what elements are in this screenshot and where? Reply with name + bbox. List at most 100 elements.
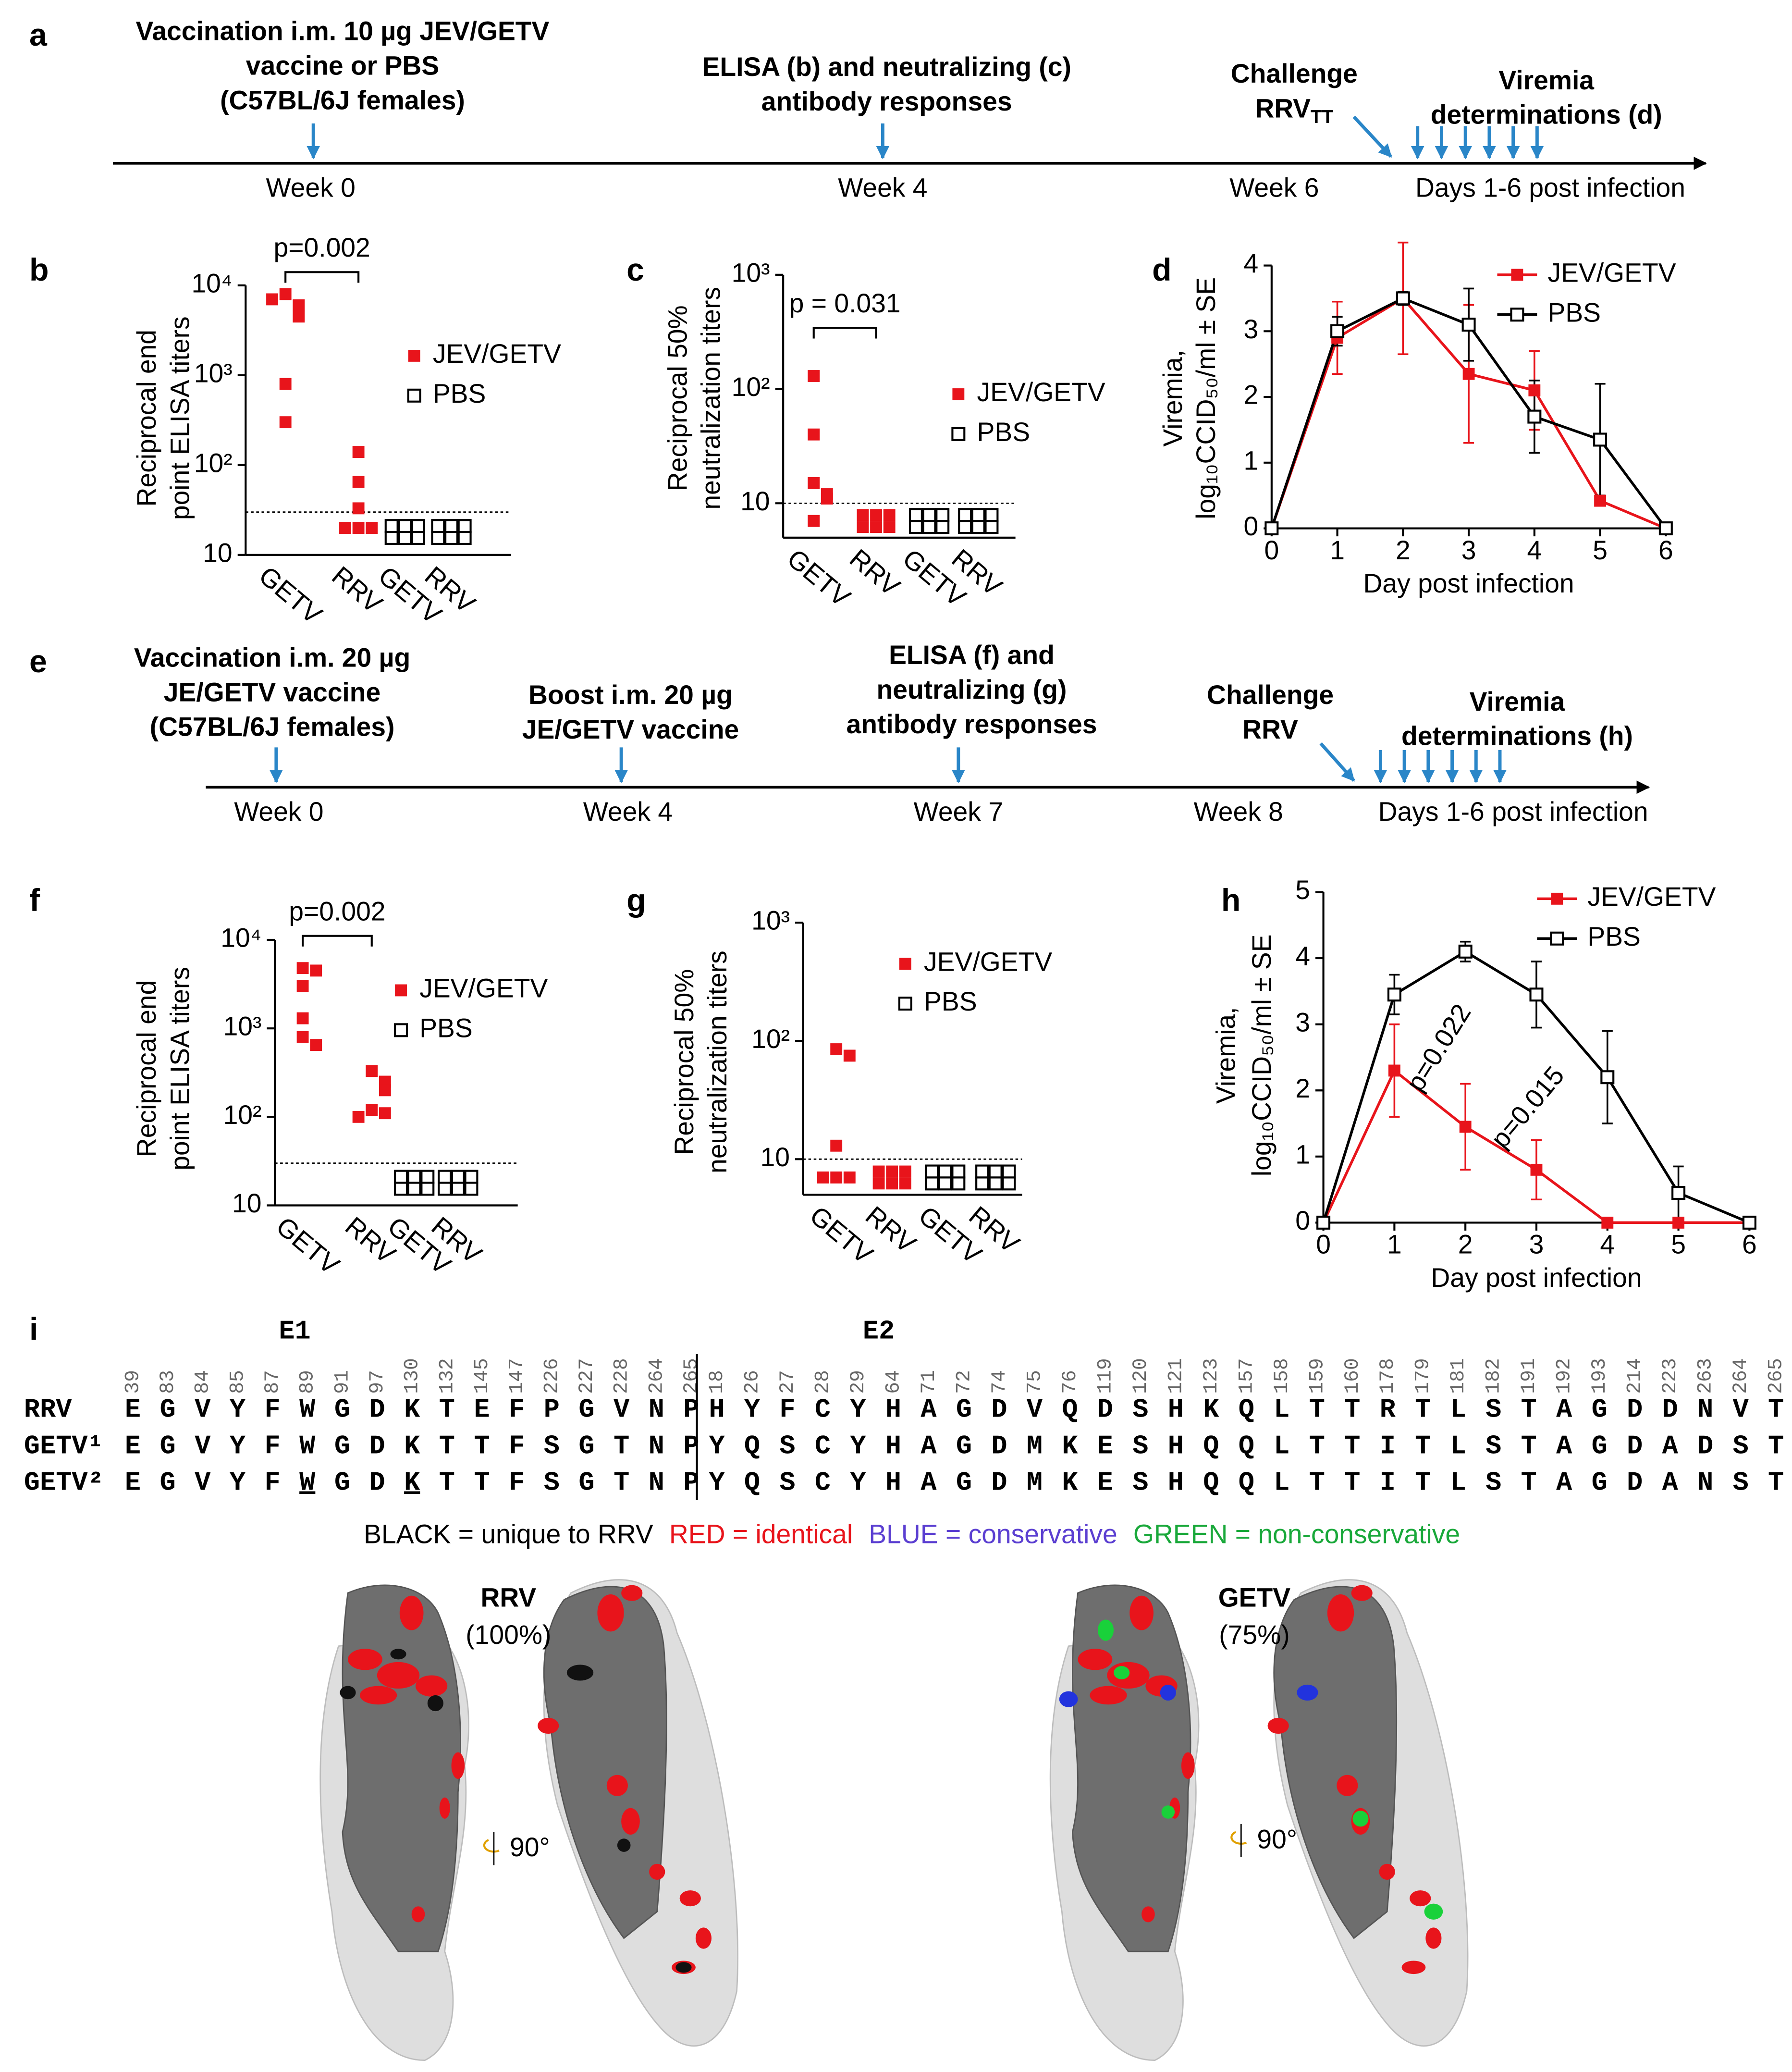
marker — [1388, 1064, 1400, 1077]
residue: Y — [230, 1395, 246, 1425]
residue: T — [1521, 1431, 1537, 1462]
position-label: 18 — [706, 1370, 728, 1394]
residue: G — [956, 1395, 972, 1425]
marker — [1550, 931, 1564, 946]
residue: P — [544, 1395, 560, 1425]
panel-label: g — [626, 883, 646, 918]
marker — [938, 1164, 952, 1179]
residue: S — [544, 1468, 560, 1498]
marker — [925, 1176, 939, 1191]
marker — [1462, 368, 1475, 380]
marker — [420, 1170, 435, 1184]
x-tick-label: 1 — [1387, 1230, 1402, 1259]
residue: G — [956, 1468, 972, 1498]
row-label: RRV — [24, 1395, 72, 1425]
marker — [398, 519, 412, 533]
residue: F — [509, 1468, 525, 1498]
timeline-label: Week 6 — [1229, 173, 1319, 203]
row-label: GETV² — [24, 1468, 104, 1498]
structure-name: GETV — [1218, 1583, 1291, 1613]
residue: T — [1768, 1431, 1784, 1462]
color-legend: BLACK = unique to RRV RED = identical BLUE… — [364, 1519, 1460, 1549]
x-tick-label: 6 — [1658, 535, 1673, 565]
residue: T — [1415, 1468, 1431, 1498]
annotation: p=0.002 — [289, 896, 385, 926]
residue: Y — [850, 1431, 866, 1462]
conservative-residues — [1059, 1684, 1318, 1707]
residue: H — [1168, 1431, 1184, 1462]
event-text: antibody responses — [847, 709, 1097, 739]
marker — [898, 997, 912, 1011]
position-label: 223 — [1659, 1358, 1682, 1394]
timeline-label: Week 0 — [234, 797, 323, 826]
residue: Q — [744, 1431, 760, 1462]
position-label: 228 — [611, 1358, 633, 1394]
residue: D — [369, 1468, 385, 1498]
annotation: p=0.015 — [1485, 1061, 1570, 1154]
y-tick-label: 10⁴ — [191, 269, 232, 298]
residue: S — [1132, 1431, 1148, 1462]
position-label: 119 — [1094, 1358, 1117, 1394]
y-tick-label: 10 — [203, 538, 232, 567]
marker — [971, 520, 985, 534]
residue: Q — [1239, 1431, 1254, 1462]
marker — [935, 508, 950, 522]
panel-label: b — [29, 252, 49, 288]
marker — [1593, 432, 1608, 447]
residue: V — [614, 1395, 630, 1425]
residue: A — [921, 1468, 937, 1498]
position-label: 83 — [157, 1370, 179, 1394]
position-label: 147 — [506, 1358, 528, 1394]
residue: H — [885, 1468, 901, 1498]
residue: E — [1097, 1431, 1113, 1462]
panel-label: c — [626, 252, 644, 288]
residue: Y — [230, 1431, 246, 1462]
y-axis-label: Viremia, — [1211, 1007, 1240, 1104]
residue: T — [1768, 1395, 1784, 1425]
marker — [408, 349, 420, 362]
panel-label: f — [29, 883, 40, 918]
residue: C — [815, 1431, 831, 1462]
marker — [352, 446, 365, 458]
residue: N — [649, 1431, 664, 1462]
timeline-label: Week 0 — [266, 173, 356, 203]
residue: D — [991, 1468, 1007, 1498]
marker — [352, 502, 365, 515]
marker — [279, 416, 292, 429]
position-label: 84 — [192, 1370, 214, 1394]
position-label: 75 — [1024, 1370, 1046, 1394]
residue: H — [1168, 1468, 1184, 1498]
residue: P — [683, 1431, 699, 1462]
residue: D — [1097, 1395, 1113, 1425]
marker — [886, 1177, 898, 1190]
residue: M — [1027, 1468, 1043, 1498]
x-axis-label: Day post infection — [1431, 1263, 1642, 1293]
residue: G — [1592, 1431, 1608, 1462]
significance-bracket — [812, 327, 877, 339]
structure — [1049, 1579, 1469, 2061]
structure-percent: (75%) — [1219, 1620, 1289, 1650]
residue: S — [1485, 1431, 1501, 1462]
legend-label: JEV/GETV — [419, 974, 548, 1003]
residue: I — [1380, 1431, 1396, 1462]
marker — [379, 1084, 391, 1097]
x-axis-label: Day post infection — [1363, 568, 1574, 598]
residue: P — [683, 1468, 699, 1498]
position-label: 191 — [1518, 1358, 1540, 1394]
residue: S — [1485, 1395, 1501, 1425]
event-text: JE/GETV vaccine — [164, 677, 380, 707]
marker — [808, 370, 820, 382]
residue: W — [299, 1431, 316, 1462]
y-tick-label: 2 — [1243, 380, 1258, 410]
event-text: (C57BL/6J females) — [150, 712, 395, 741]
position-label: 157 — [1236, 1358, 1258, 1394]
marker — [899, 1165, 911, 1178]
residue: V — [195, 1431, 211, 1462]
y-axis-label: log₁₀CCID₅₀/ml ± SE — [1247, 934, 1276, 1176]
x-tick-label: 0 — [1316, 1230, 1331, 1259]
marker — [857, 521, 869, 533]
residue: Q — [1239, 1395, 1254, 1425]
y-tick-label: 10² — [194, 448, 233, 478]
y-tick-label: 10³ — [223, 1011, 262, 1041]
y-tick-label: 4 — [1243, 248, 1258, 278]
